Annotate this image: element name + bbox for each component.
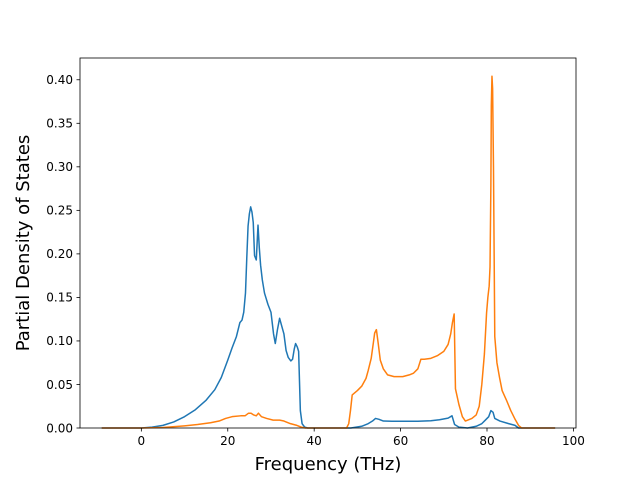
x-tick-label: 40	[307, 434, 322, 448]
y-tick-label: 0.05	[46, 378, 73, 392]
x-tick-label: 80	[479, 434, 494, 448]
y-tick-label: 0.20	[46, 247, 73, 261]
x-tick-label: 0	[138, 434, 146, 448]
y-axis: 0.00 0.05 0.10 0.15 0.20 0.25 0.30 0.35 0.40	[46, 73, 80, 435]
plot-frame	[79, 57, 577, 429]
series-line-2	[101, 75, 556, 429]
x-axis-label: Frequency (THz)	[255, 454, 402, 475]
series-line-1	[101, 206, 556, 429]
x-tick-label: 100	[562, 434, 585, 448]
y-tick-label: 0.10	[46, 334, 73, 348]
y-tick-label: 0.00	[46, 421, 73, 435]
x-tick-label: 60	[393, 434, 408, 448]
x-tick-label: 20	[220, 434, 235, 448]
x-axis: 0 20 40 60 80 100	[138, 428, 585, 448]
y-tick-label: 0.40	[46, 73, 73, 87]
y-tick-label: 0.25	[46, 204, 73, 218]
y-axis-label: Partial Density of States	[13, 135, 34, 352]
y-tick-label: 0.30	[46, 160, 73, 174]
y-tick-label: 0.15	[46, 291, 73, 305]
plot-lines	[101, 75, 556, 429]
y-tick-label: 0.35	[46, 117, 73, 131]
